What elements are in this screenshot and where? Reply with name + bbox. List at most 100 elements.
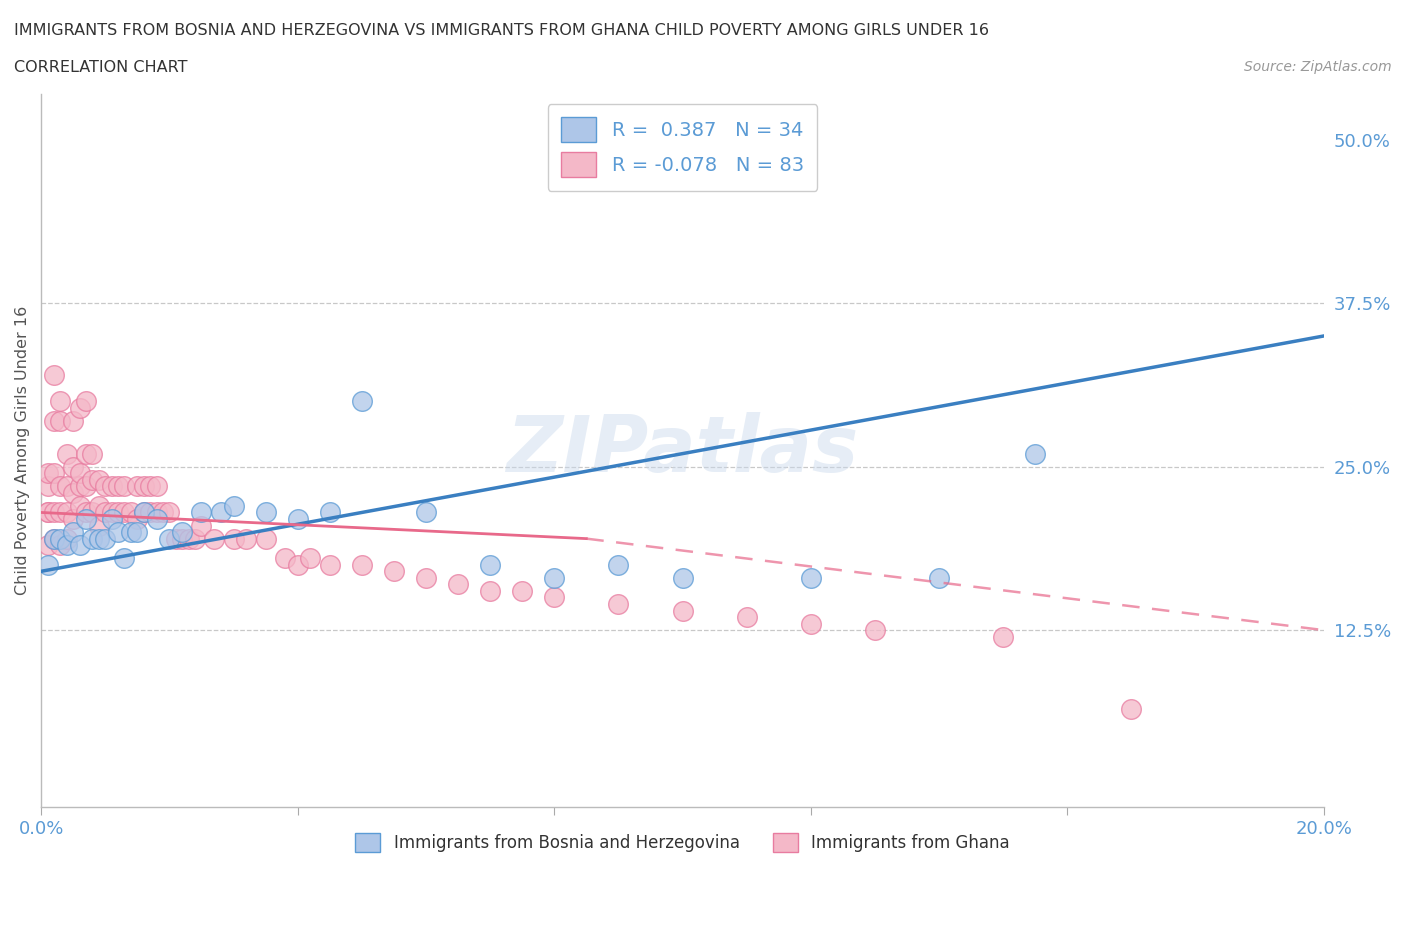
Point: [139, 505, 162, 520]
Point: [75, 446, 97, 461]
Point: [100, 505, 122, 520]
Point: [37, 538, 59, 552]
Point: [37, 466, 59, 481]
Point: [87, 472, 110, 487]
Point: [145, 512, 167, 526]
Point: [42, 531, 65, 546]
Point: [274, 551, 297, 565]
Point: [69, 538, 91, 552]
Point: [863, 623, 886, 638]
Point: [735, 610, 758, 625]
Point: [114, 551, 136, 565]
Point: [127, 525, 149, 539]
Point: [75, 505, 97, 520]
Point: [319, 557, 342, 572]
Point: [254, 531, 277, 546]
Point: [87, 518, 110, 533]
Point: [82, 531, 104, 546]
Point: [222, 498, 245, 513]
Point: [993, 630, 1015, 644]
Point: [190, 505, 212, 520]
Point: [190, 518, 212, 533]
Point: [120, 505, 142, 520]
Point: [127, 512, 149, 526]
Point: [671, 603, 693, 618]
Point: [82, 446, 104, 461]
Point: [382, 564, 405, 578]
Point: [37, 557, 59, 572]
Point: [42, 466, 65, 481]
Point: [139, 479, 162, 494]
Y-axis label: Child Poverty Among Girls Under 16: Child Poverty Among Girls Under 16: [15, 306, 30, 595]
Point: [87, 498, 110, 513]
Point: [1024, 446, 1046, 461]
Text: ZIPatlas: ZIPatlas: [506, 412, 859, 488]
Point: [69, 401, 91, 416]
Text: CORRELATION CHART: CORRELATION CHART: [14, 60, 187, 75]
Point: [37, 505, 59, 520]
Point: [145, 505, 167, 520]
Point: [607, 557, 630, 572]
Point: [287, 512, 309, 526]
Point: [37, 505, 59, 520]
Point: [55, 446, 77, 461]
Point: [543, 590, 565, 604]
Point: [82, 505, 104, 520]
Point: [55, 479, 77, 494]
Point: [447, 577, 470, 591]
Point: [87, 531, 110, 546]
Point: [145, 479, 167, 494]
Point: [157, 505, 180, 520]
Point: [94, 505, 117, 520]
Point: [55, 538, 77, 552]
Point: [800, 570, 823, 585]
Point: [100, 512, 122, 526]
Point: [671, 570, 693, 585]
Point: [479, 557, 502, 572]
Point: [107, 525, 129, 539]
Point: [152, 505, 174, 520]
Point: [75, 512, 97, 526]
Point: [49, 531, 72, 546]
Point: [120, 525, 142, 539]
Point: [177, 531, 200, 546]
Point: [235, 531, 257, 546]
Point: [184, 531, 207, 546]
Point: [49, 414, 72, 429]
Point: [55, 505, 77, 520]
Point: [75, 479, 97, 494]
Point: [37, 479, 59, 494]
Point: [114, 505, 136, 520]
Point: [479, 583, 502, 598]
Point: [607, 596, 630, 611]
Point: [172, 525, 194, 539]
Point: [127, 479, 149, 494]
Point: [49, 479, 72, 494]
Point: [157, 531, 180, 546]
Point: [49, 394, 72, 409]
Point: [350, 394, 373, 409]
Point: [42, 531, 65, 546]
Point: [319, 505, 342, 520]
Point: [49, 505, 72, 520]
Point: [132, 479, 155, 494]
Point: [69, 498, 91, 513]
Point: [415, 505, 437, 520]
Point: [1121, 701, 1143, 716]
Point: [928, 570, 950, 585]
Point: [415, 570, 437, 585]
Point: [165, 531, 187, 546]
Point: [62, 525, 84, 539]
Point: [543, 570, 565, 585]
Point: [75, 394, 97, 409]
Point: [222, 531, 245, 546]
Point: [172, 531, 194, 546]
Point: [62, 459, 84, 474]
Legend: Immigrants from Bosnia and Herzegovina, Immigrants from Ghana: Immigrants from Bosnia and Herzegovina, …: [349, 827, 1017, 859]
Point: [132, 505, 155, 520]
Point: [209, 505, 232, 520]
Point: [94, 479, 117, 494]
Point: [202, 531, 225, 546]
Point: [62, 512, 84, 526]
Point: [132, 505, 155, 520]
